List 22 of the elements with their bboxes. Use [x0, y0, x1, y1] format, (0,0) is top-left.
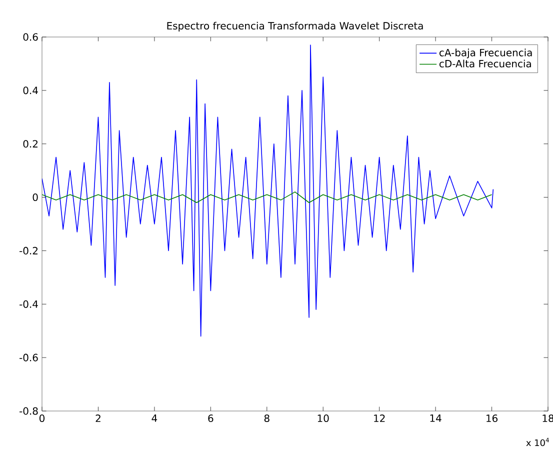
- chart-title: Espectro frecuencia Transformada Wavelet Discreta: [167, 22, 423, 32]
- y-tick-label: -0.8: [20, 407, 38, 415]
- x-tick-label: 6: [208, 414, 214, 422]
- y-tick-label: 0: [32, 194, 38, 202]
- legend-label: cA-baja Frecuencia: [440, 48, 532, 58]
- legend-label: cD-Alta Frecuencia: [440, 60, 531, 68]
- x-tick-label: 10: [318, 414, 329, 422]
- x-tick-label: 14: [430, 414, 442, 422]
- x-tick-label: 4: [152, 414, 158, 422]
- x-tick-label: 12: [374, 414, 385, 422]
- y-tick-label: 0.2: [23, 140, 38, 148]
- text: x 10$^{4}$: [526, 438, 549, 446]
- x-tick-label: 2: [96, 414, 100, 422]
- x-tick-label: 8: [264, 414, 270, 422]
- x-tick-label: 16: [486, 414, 498, 422]
- y-tick-label: -0.2: [20, 246, 38, 254]
- y-tick-label: -0.4: [20, 300, 38, 308]
- y-tick-label: 0.6: [23, 33, 38, 41]
- line-series: [42, 192, 492, 204]
- y-tick-label: -0.6: [20, 354, 38, 362]
- x-tick-label: 0: [39, 414, 45, 422]
- y-tick-label: 0.4: [23, 86, 38, 94]
